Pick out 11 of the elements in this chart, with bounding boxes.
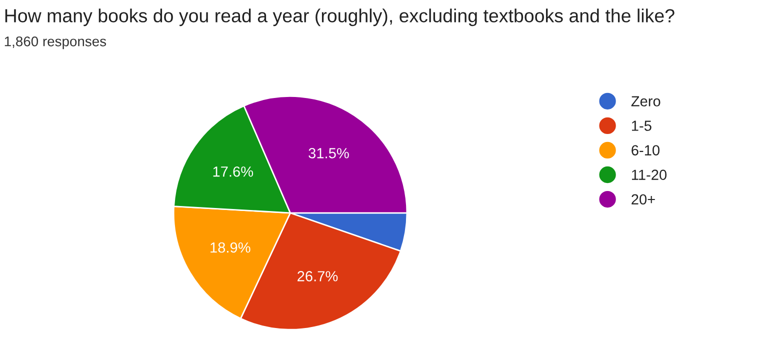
data-label: 31.5%: [308, 148, 349, 158]
data-label: 17.6%: [213, 166, 254, 177]
legend-label: 6-10: [632, 145, 660, 156]
data-label: 26.7%: [298, 271, 338, 282]
data-label: 18.9%: [210, 242, 250, 253]
chart-title: How many books do you read a year (roughly), excluding textbooks and the like?: [5, 8, 674, 26]
legend-label: 1-5: [632, 120, 652, 131]
legend-label: Zero: [631, 96, 660, 106]
legend-label: 20+: [632, 194, 655, 205]
legend-label: 11-20: [632, 170, 667, 180]
text: 1,860 responses: [4, 36, 106, 50]
